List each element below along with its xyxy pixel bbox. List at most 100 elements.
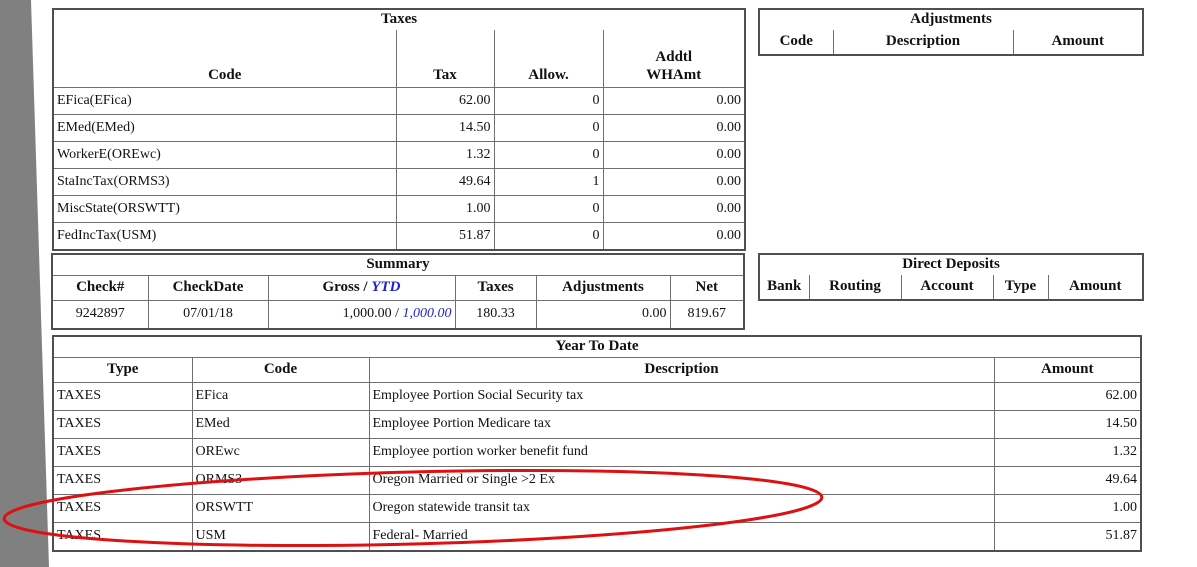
dd-col-routing: Routing <box>808 275 902 301</box>
tax-code: FedIncTax(USM) <box>52 222 397 251</box>
ytd-row-circled: TAXES ORMS3 Oregon Married or Single >2 … <box>52 466 1142 495</box>
direct-deposits-table-title: Direct Deposits <box>758 253 1144 275</box>
ytd-col-code: Code <box>191 357 370 383</box>
ytd-col-type: Type <box>52 357 193 383</box>
direct-deposits-table: Direct Deposits Bank Routing Account Typ… <box>758 253 1144 301</box>
ytd-label: YTD <box>371 279 401 296</box>
tax-amount: 51.87 <box>395 222 495 251</box>
tax-amount: 49.64 <box>395 168 495 196</box>
ytd-table-container: Year To Date Type Code Description Amoun… <box>52 335 1142 552</box>
tax-addtl-whamt: 0.00 <box>602 168 746 196</box>
tax-amount: 62.00 <box>395 87 495 115</box>
direct-deposits-table-container: Direct Deposits Bank Routing Account Typ… <box>758 253 1144 301</box>
summary-col-net: Net <box>669 275 745 301</box>
adjustments-col-code: Code <box>758 30 834 56</box>
ytd-type: TAXES <box>52 382 193 411</box>
ytd-row: TAXES EMed Employee Portion Medicare tax… <box>52 410 1142 439</box>
summary-col-check-date: CheckDate <box>147 275 269 301</box>
tax-amount: 1.00 <box>395 195 495 223</box>
ytd-code: EMed <box>191 410 370 439</box>
tax-addtl-whamt: 0.00 <box>602 222 746 251</box>
tax-allowances: 0 <box>493 87 604 115</box>
taxes-row: StaIncTax(ORMS3) 49.64 1 0.00 <box>52 168 746 196</box>
taxes-col-allow: Allow. <box>493 30 604 88</box>
tax-addtl-whamt: 0.00 <box>602 195 746 223</box>
ytd-table-title: Year To Date <box>52 335 1142 358</box>
ytd-type: TAXES <box>52 410 193 439</box>
ytd-code: OREwc <box>191 438 370 467</box>
tax-amount: 1.32 <box>395 141 495 169</box>
ytd-row: TAXES USM Federal- Married 51.87 <box>52 522 1142 552</box>
adjustments-col-amount: Amount <box>1012 30 1144 56</box>
dd-col-amount: Amount <box>1047 275 1144 301</box>
summary-table-title: Summary <box>51 253 745 276</box>
adjustments-table-title: Adjustments <box>758 8 1144 30</box>
ytd-code: ORSWTT <box>191 494 370 523</box>
ytd-amount: 1,000.00 <box>402 306 452 322</box>
gross-and-ytd-amount: 1,000.00 / 1,000.00 <box>267 300 456 330</box>
taxes-table: Taxes Code Tax Allow. Addtl WHAmt EFica(… <box>52 8 746 251</box>
ytd-description: Oregon statewide transit tax <box>368 494 995 523</box>
tax-addtl-whamt: 0.00 <box>602 87 746 115</box>
tax-allowances: 0 <box>493 195 604 223</box>
ytd-amount: 51.87 <box>993 522 1142 552</box>
ytd-row: TAXES OREwc Employee portion worker bene… <box>52 438 1142 467</box>
dd-col-bank: Bank <box>758 275 810 301</box>
adjustments-total: 0.00 <box>535 300 671 330</box>
taxes-row: EFica(EFica) 62.00 0 0.00 <box>52 87 746 115</box>
tax-code: StaIncTax(ORMS3) <box>52 168 397 196</box>
tax-addtl-whamt: 0.00 <box>602 114 746 142</box>
ytd-type: TAXES <box>52 522 193 552</box>
taxes-col-addtl-whamt: Addtl WHAmt <box>602 30 746 88</box>
dd-col-type: Type <box>992 275 1049 301</box>
tax-amount: 14.50 <box>395 114 495 142</box>
tax-code: EMed(EMed) <box>52 114 397 142</box>
check-number: 9242897 <box>51 300 149 330</box>
summary-col-check-number: Check# <box>51 275 149 301</box>
ytd-row-circled: TAXES ORSWTT Oregon statewide transit ta… <box>52 494 1142 523</box>
taxes-table-container: Taxes Code Tax Allow. Addtl WHAmt EFica(… <box>52 8 746 251</box>
taxes-col-tax: Tax <box>395 30 495 88</box>
taxes-row: MiscState(ORSWTT) 1.00 0 0.00 <box>52 195 746 223</box>
ytd-amount: 1.00 <box>993 494 1142 523</box>
taxes-row: FedIncTax(USM) 51.87 0 0.00 <box>52 222 746 251</box>
ytd-description: Employee Portion Medicare tax <box>368 410 995 439</box>
taxes-row: WorkerE(OREwc) 1.32 0 0.00 <box>52 141 746 169</box>
taxes-total: 180.33 <box>454 300 537 330</box>
ytd-type: TAXES <box>52 438 193 467</box>
tax-code: MiscState(ORSWTT) <box>52 195 397 223</box>
taxes-table-title: Taxes <box>52 8 746 30</box>
ytd-type: TAXES <box>52 494 193 523</box>
tax-allowances: 0 <box>493 141 604 169</box>
adjustments-table-container: Adjustments Code Description Amount <box>758 8 1145 56</box>
summary-col-adjustments: Adjustments <box>535 275 671 301</box>
tax-addtl-whamt: 0.00 <box>602 141 746 169</box>
summary-col-gross-ytd: Gross / YTD <box>267 275 456 301</box>
net-amount: 819.67 <box>669 300 745 330</box>
gross-amount: 1,000.00 / <box>342 306 399 322</box>
ytd-code: USM <box>191 522 370 552</box>
adjustments-col-description: Description <box>832 30 1014 56</box>
gross-label: Gross / <box>322 279 368 296</box>
ytd-row: TAXES EFica Employee Portion Social Secu… <box>52 382 1142 411</box>
taxes-col-code: Code <box>52 30 397 88</box>
ytd-amount: 14.50 <box>993 410 1142 439</box>
summary-table: Summary Check# CheckDate Gross / YTD Tax… <box>51 253 745 330</box>
adjustments-table: Adjustments Code Description Amount <box>758 8 1145 56</box>
ytd-amount: 49.64 <box>993 466 1142 495</box>
summary-table-container: Summary Check# CheckDate Gross / YTD Tax… <box>51 253 745 330</box>
tax-allowances: 0 <box>493 114 604 142</box>
ytd-table: Year To Date Type Code Description Amoun… <box>52 335 1142 552</box>
ytd-description: Federal- Married <box>368 522 995 552</box>
tax-code: EFica(EFica) <box>52 87 397 115</box>
ytd-code: ORMS3 <box>191 466 370 495</box>
summary-row: 9242897 07/01/18 1,000.00 / 1,000.00 180… <box>51 300 745 330</box>
ytd-amount: 62.00 <box>993 382 1142 411</box>
ytd-col-description: Description <box>368 357 995 383</box>
ytd-type: TAXES <box>52 466 193 495</box>
ytd-description: Employee portion worker benefit fund <box>368 438 995 467</box>
left-gray-margin <box>0 0 49 567</box>
ytd-amount: 1.32 <box>993 438 1142 467</box>
tax-allowances: 0 <box>493 222 604 251</box>
